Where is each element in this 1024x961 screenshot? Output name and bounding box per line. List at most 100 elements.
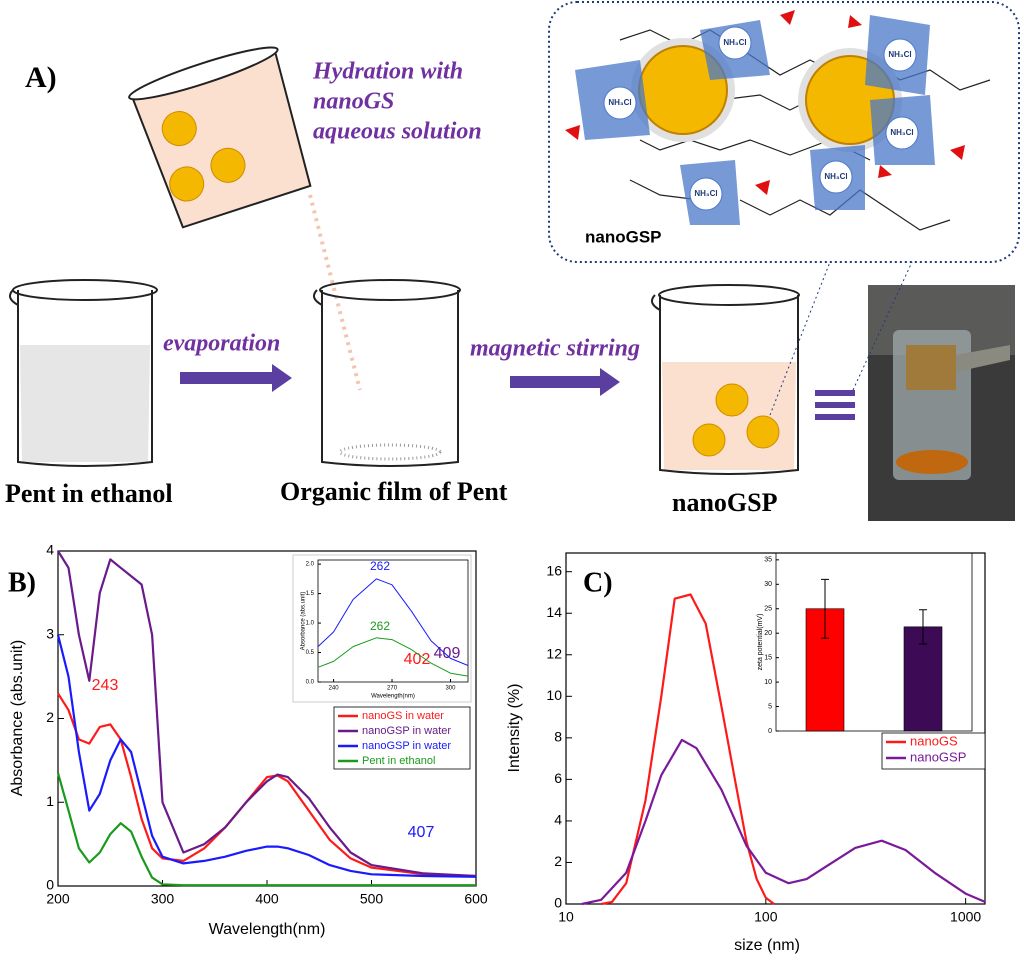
beaker-label: Pent in ethanol: [5, 479, 173, 508]
data-line: [57, 550, 477, 878]
pour-stream: [308, 194, 362, 391]
data-line: [56, 634, 477, 878]
y-tick-label: 0: [46, 877, 54, 893]
annotation: 262: [370, 559, 390, 573]
y-tick-label: 1.0: [306, 621, 315, 627]
y-tick-label: 0: [554, 895, 562, 911]
y-tick-label: 10: [764, 679, 772, 686]
y-tick-label: 16: [546, 562, 562, 578]
x-tick-label: 600: [464, 891, 488, 907]
nh3cl: NH₃Cl: [723, 38, 746, 47]
y-tick-label: 35: [764, 557, 772, 564]
arrow: [510, 368, 620, 396]
annotation: 409: [434, 645, 461, 662]
x-tick-label: 300: [445, 686, 456, 692]
x-tick-label: 100: [754, 909, 778, 925]
y-axis-label: zeta potential(mV): [757, 614, 764, 671]
y-tick-label: 4: [46, 542, 54, 558]
nh3cl: NH₃Cl: [888, 50, 911, 59]
y-tick-label: 6: [554, 770, 562, 786]
y-tick-label: 25: [764, 606, 772, 613]
panel-label: C): [583, 567, 613, 598]
y-tick-label: 14: [546, 604, 562, 620]
y-tick-label: 3: [46, 625, 54, 641]
panel-label: A): [25, 61, 57, 94]
legend-label: nanoGSP in water: [362, 740, 451, 752]
annotation: 243: [92, 677, 119, 694]
step-label: magnetic stirring: [470, 336, 640, 362]
error-bar: [821, 578, 829, 639]
plot-frame: [565, 552, 986, 905]
x-tick-label: 200: [46, 891, 70, 907]
y-tick-label: 1: [46, 793, 54, 809]
arrow: [180, 364, 292, 392]
x-tick-label: 10: [558, 909, 574, 925]
x-tick-label: 300: [151, 891, 175, 907]
hydration-text: nanoGS: [313, 89, 394, 115]
y-tick-label: 2.0: [306, 562, 315, 568]
data-line: [56, 772, 476, 887]
step-label: evaporation: [163, 331, 280, 357]
y-tick-label: 0.0: [306, 680, 315, 686]
hydration-text: Hydration with: [312, 59, 463, 85]
y-tick-label: 30: [764, 581, 772, 588]
legend-label: nanoGSP: [910, 749, 966, 764]
panel-a: A) Hydration with nanoGS aqueous solutio…: [5, 1, 1020, 521]
y-axis-label: Absorbance (abs.unit): [301, 592, 307, 651]
y-tick-label: 5: [768, 703, 772, 710]
error-bar: [919, 609, 927, 645]
inset-background: [770, 550, 980, 735]
hydration-text: aqueous solution: [313, 119, 482, 145]
annotation: 407: [408, 824, 435, 841]
legend-label: nanoGSP in water: [362, 725, 451, 737]
y-tick-label: 2: [46, 709, 54, 725]
y-tick-label: 2: [554, 853, 562, 869]
legend-box: [333, 706, 471, 770]
legend-label: nanoGS in water: [362, 710, 444, 722]
beaker-label: nanoGSP: [672, 488, 778, 517]
y-axis-label: Intensity (%): [506, 684, 523, 773]
marker: [565, 10, 965, 195]
inset-background: [292, 554, 472, 703]
beaker: [8, 279, 158, 467]
y-tick-label: 0.5: [306, 650, 315, 656]
zoom-title: nanoGSP: [585, 227, 662, 246]
photo: [868, 285, 1015, 521]
plot-frame: [317, 559, 469, 683]
pouring-beaker: [128, 46, 312, 229]
y-tick-label: 8: [554, 729, 562, 745]
y-tick-label: 12: [546, 645, 562, 661]
legend-label: Pent in ethanol: [362, 755, 435, 767]
data-line: [57, 692, 477, 878]
x-tick-label: 240: [329, 686, 340, 692]
equals-sign: [815, 390, 855, 420]
y-tick-label: 15: [764, 654, 772, 661]
zoom-line: [852, 261, 913, 391]
plot-frame: [775, 552, 973, 732]
y-tick-label: 1.5: [306, 591, 315, 597]
legend-box: [881, 732, 986, 770]
panel-label: B): [8, 567, 36, 598]
y-tick-label: 20: [764, 630, 772, 637]
x-tick-label: 500: [360, 891, 384, 907]
beaker-label: Organic film of Pent: [280, 477, 508, 506]
zoom-line: [769, 261, 831, 416]
beaker: [650, 284, 800, 475]
beaker: [312, 279, 461, 467]
x-axis-label: size (nm): [734, 937, 800, 954]
nh3cl: NH₃Cl: [694, 189, 717, 198]
data-line: [317, 578, 469, 666]
nh3cl: NH₃Cl: [608, 98, 631, 107]
x-tick-label: 400: [255, 891, 279, 907]
y-axis-label: Absorbance (abs.unit): [9, 640, 26, 797]
x-axis-label: Wavelength(nm): [209, 921, 326, 938]
x-tick-label: 270: [387, 686, 398, 692]
data-line: [317, 637, 469, 677]
nh3cl: NH₃Cl: [824, 172, 847, 181]
y-tick-label: 10: [546, 687, 562, 703]
data-line: [600, 593, 775, 906]
y-tick-label: 0: [768, 728, 772, 735]
x-axis-label: Wavelength(nm): [371, 694, 415, 700]
x-tick-label: 1000: [950, 909, 981, 925]
nh3cl: NH₃Cl: [890, 128, 913, 137]
